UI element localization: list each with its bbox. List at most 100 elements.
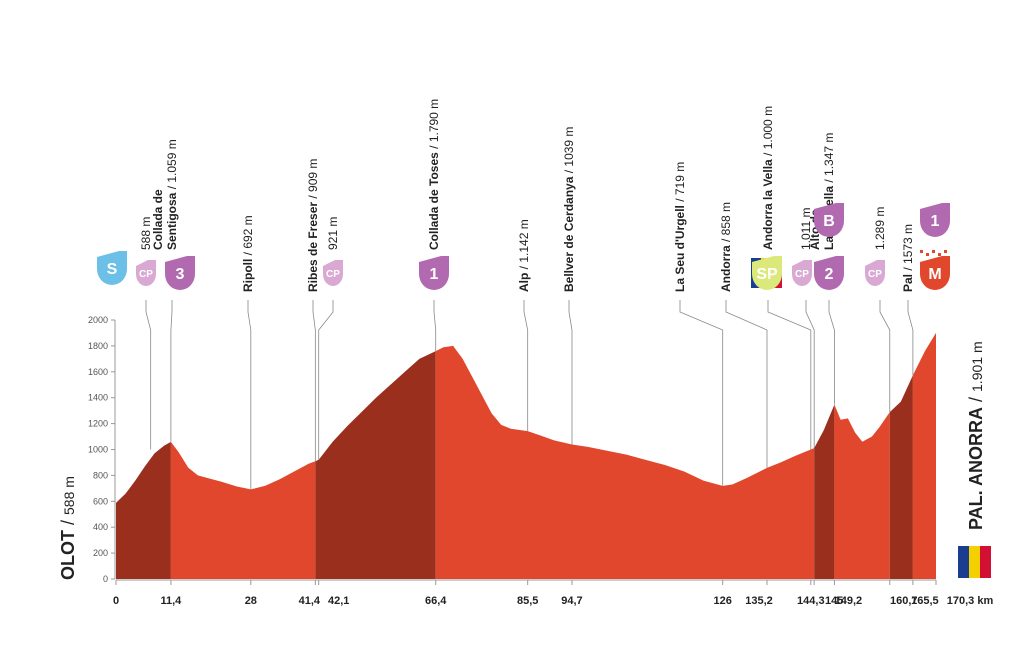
leader-line [679, 300, 724, 486]
climb-badge-text: 2 [825, 266, 834, 283]
y-tick-label: 600 [93, 496, 108, 506]
y-tick-label: 0 [103, 574, 108, 584]
y-tick-label: 1800 [88, 341, 108, 351]
cp-badge: CP [865, 260, 885, 286]
leader-line [828, 300, 835, 405]
leader-line [907, 300, 914, 376]
cp-badge-text: CP [326, 269, 340, 280]
checkered-flag-square [944, 250, 947, 253]
waypoint-label: Collada de Toses / 1.790 m [427, 99, 441, 250]
leader-line [145, 300, 152, 450]
waypoint-label: Andorra la Vella / 1.000 m [761, 106, 775, 250]
cp-badge-text: CP [795, 269, 809, 280]
waypoint-label: Andorra / 858 m [719, 202, 733, 292]
climb-badge: B [814, 203, 844, 237]
x-tick-label: 160,7 [890, 595, 918, 607]
flag-blue-stripe [958, 546, 969, 578]
x-tick-label: 94,7 [561, 595, 582, 607]
finish-label: PAL. ANORRA / 1.901 m [966, 341, 986, 530]
cp-badge-shape [792, 260, 812, 286]
profile-segment [834, 404, 890, 579]
checkered-flag-square [932, 250, 935, 253]
leader-line [247, 300, 252, 490]
leader-line [805, 300, 815, 449]
x-tick-label: 41,4 [299, 595, 321, 607]
profile-area [116, 332, 936, 579]
y-tick-label: 400 [93, 522, 108, 532]
start-label: OLOT / 588 m [58, 476, 78, 580]
waypoint-label: Collada de [151, 189, 165, 250]
climb-badge-shape [814, 256, 844, 290]
cp-badge: CP [323, 260, 343, 286]
sprint-badge: SP [752, 256, 782, 290]
profile-segment [170, 441, 316, 579]
climb-badge-shape [419, 256, 449, 290]
climb-badge: 2 [814, 256, 844, 290]
climb-badge: 3 [165, 256, 195, 290]
andorra-flag-finish [958, 546, 991, 578]
start-finish-labels: OLOT / 588 m PAL. ANORRA / 1.901 m [58, 341, 986, 580]
waypoint-label: 1.289 m [873, 207, 887, 250]
flag-yellow-stripe [969, 546, 980, 578]
waypoint-label: Pal / 1573 m [901, 224, 915, 292]
x-tick-label: 135,2 [745, 595, 773, 607]
x-tick-label: 165,5 [911, 595, 939, 607]
badges: CP 3 CP 1 SP CP 2 B CP M 1 S [97, 203, 991, 578]
waypoint-label: Bellver de Cerdanya / 1039 m [562, 127, 576, 292]
y-tick-label: 1200 [88, 419, 108, 429]
waypoint-label: Ripoll / 692 m [241, 215, 255, 292]
profile-segment [315, 351, 436, 579]
checkered-flag-square [938, 253, 941, 256]
y-tick-label: 2000 [88, 315, 108, 325]
leader-line [767, 300, 812, 450]
x-tick-label: 149,2 [835, 595, 863, 607]
x-tick-label: 0 [113, 595, 119, 607]
sprint-badge-text: SP [756, 266, 778, 283]
flag-red-stripe [980, 546, 991, 578]
climb-badge-text: 3 [176, 266, 185, 283]
x-tick-label: 66,4 [425, 595, 447, 607]
leader-line [170, 300, 173, 442]
profile-segment [889, 375, 913, 579]
waypoint-label: 588 m [139, 217, 153, 250]
y-tick-label: 200 [93, 548, 108, 558]
leader-line [523, 300, 529, 432]
x-tick-label: 170,3 km [947, 595, 994, 607]
leader-line [725, 300, 768, 468]
x-tick-label: 145 [825, 595, 843, 607]
climb-badge-shape [920, 203, 950, 237]
profile-segment [814, 404, 835, 579]
x-tick-label: 28 [245, 595, 257, 607]
y-tick-label: 1000 [88, 445, 108, 455]
leader-line [879, 300, 891, 413]
finish-badge: M [920, 250, 950, 290]
climb-badge-shape [814, 203, 844, 237]
leader-line [568, 300, 573, 445]
x-tick-label: 126 [714, 595, 732, 607]
x-axis: 0 11,4 28 41,4 42,1 66,4 85,5 94,7 126 135,2 144,3… [113, 579, 994, 607]
cp-badge-shape [323, 260, 343, 286]
cp-badge: CP [136, 260, 156, 286]
x-tick-label: 144,3 [797, 595, 825, 607]
climb-badge-text: 1 [931, 213, 940, 230]
climb-badge: 1 [920, 203, 950, 237]
profile-segment [116, 441, 171, 579]
checkered-flag-square [926, 253, 929, 256]
leader-line [318, 300, 334, 460]
finish-badge-shape [920, 256, 950, 290]
y-axis: 0 200 400 600 800 1000 1200 1400 1600 1800 2000 [88, 315, 116, 584]
y-tick-label: 1400 [88, 393, 108, 403]
start-badge-text: S [107, 261, 118, 278]
x-tick-label: 42,1 [328, 595, 349, 607]
finish-badge-text: M [928, 266, 941, 283]
cp-badge-shape [865, 260, 885, 286]
start-badge: S [97, 251, 127, 285]
cp-badge-text: CP [868, 269, 882, 280]
cp-badge-text: CP [139, 269, 153, 280]
leader-line [433, 300, 437, 352]
waypoint-label: Ribes de Freser / 909 m [306, 159, 320, 292]
leader-lines [145, 300, 914, 490]
waypoint-label: 921 m [326, 217, 340, 250]
